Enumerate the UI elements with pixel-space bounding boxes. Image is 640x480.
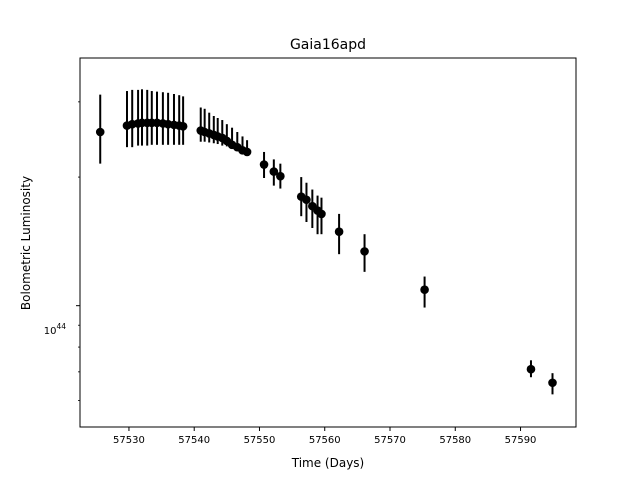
plot-area — [95, 89, 557, 395]
x-tick-label: 57570 — [374, 435, 406, 446]
y-tick-exponent: 44 — [56, 322, 66, 331]
data-point — [95, 127, 105, 137]
data-point — [360, 247, 369, 256]
data-point — [420, 285, 429, 294]
y-tick-base: 10 — [44, 326, 57, 337]
x-axis: 57530 57540 57550 57560 57570 57580 57590 — [113, 427, 536, 446]
data-point — [526, 364, 536, 374]
axes-frame — [79, 57, 577, 428]
data-point — [242, 147, 252, 157]
x-tick-label: 57560 — [309, 435, 341, 446]
y-axis: 1044 — [44, 101, 80, 401]
data-point — [276, 171, 285, 181]
x-tick-label: 57580 — [439, 435, 471, 446]
data-point — [548, 378, 557, 388]
data-point — [178, 121, 188, 131]
y-axis-label: Bolometric Luminosity — [19, 176, 33, 310]
x-tick-label: 57540 — [178, 435, 210, 446]
y-tick-label: 1044 — [44, 322, 67, 337]
data-point — [302, 195, 311, 205]
chart-title: Gaia16apd — [290, 37, 366, 53]
data-point — [269, 167, 279, 176]
x-tick-label: 57550 — [244, 435, 276, 446]
x-axis-label: Time (Days) — [291, 456, 365, 470]
x-tick-label: 57530 — [113, 435, 145, 446]
data-point — [317, 209, 326, 219]
data-point — [334, 227, 344, 236]
data-point — [259, 160, 269, 169]
x-tick-label: 57590 — [505, 435, 537, 446]
